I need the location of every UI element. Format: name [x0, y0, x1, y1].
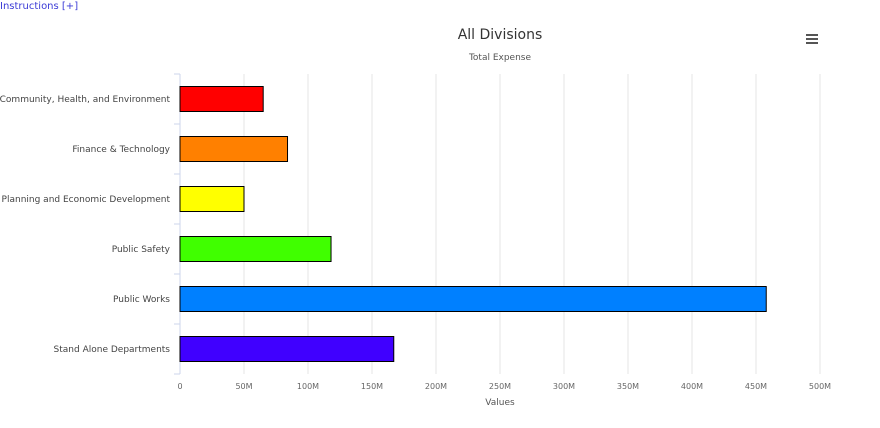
value-axis-labels: 0 50M 100M 150M 200M 250M 300M 350M 400M 450M 500M [177, 382, 831, 391]
grid-lines [243, 74, 821, 374]
bar[interactable] [179, 336, 395, 362]
bar-series [179, 86, 767, 362]
x-tick-label: 300M [553, 382, 575, 391]
x-tick-label: 150M [361, 382, 383, 391]
category-label: Community, Health, and Environment [0, 95, 170, 105]
x-axis-title: Values [485, 398, 515, 408]
bar[interactable] [179, 136, 289, 162]
instructions-link[interactable]: Instructions [+] [0, 1, 79, 12]
chart-title: All Divisions [457, 27, 543, 43]
x-tick-label: 100M [297, 382, 319, 391]
x-tick-label: 450M [745, 382, 767, 391]
x-tick-label: 200M [425, 382, 447, 391]
x-tick-label: 250M [489, 382, 511, 391]
category-label: Planning and Economic Development [2, 195, 171, 205]
bar[interactable] [179, 186, 245, 212]
category-label: Public Works [113, 295, 170, 305]
bar[interactable] [179, 236, 332, 262]
bar[interactable] [179, 286, 767, 312]
bar[interactable] [179, 86, 264, 112]
x-tick-label: 400M [681, 382, 703, 391]
chart-subtitle: Total Expense [468, 53, 532, 63]
x-tick-label: 0 [177, 382, 182, 391]
category-label: Stand Alone Departments [54, 345, 171, 355]
category-label: Finance & Technology [72, 145, 170, 155]
category-axis [174, 73, 181, 375]
x-tick-label: 50M [235, 382, 252, 391]
category-labels: Community, Health, and Environment Financ… [0, 95, 171, 355]
hamburger-menu-icon[interactable] [803, 31, 821, 47]
category-label: Public Safety [112, 245, 171, 255]
x-tick-label: 350M [617, 382, 639, 391]
x-tick-label: 500M [809, 382, 831, 391]
